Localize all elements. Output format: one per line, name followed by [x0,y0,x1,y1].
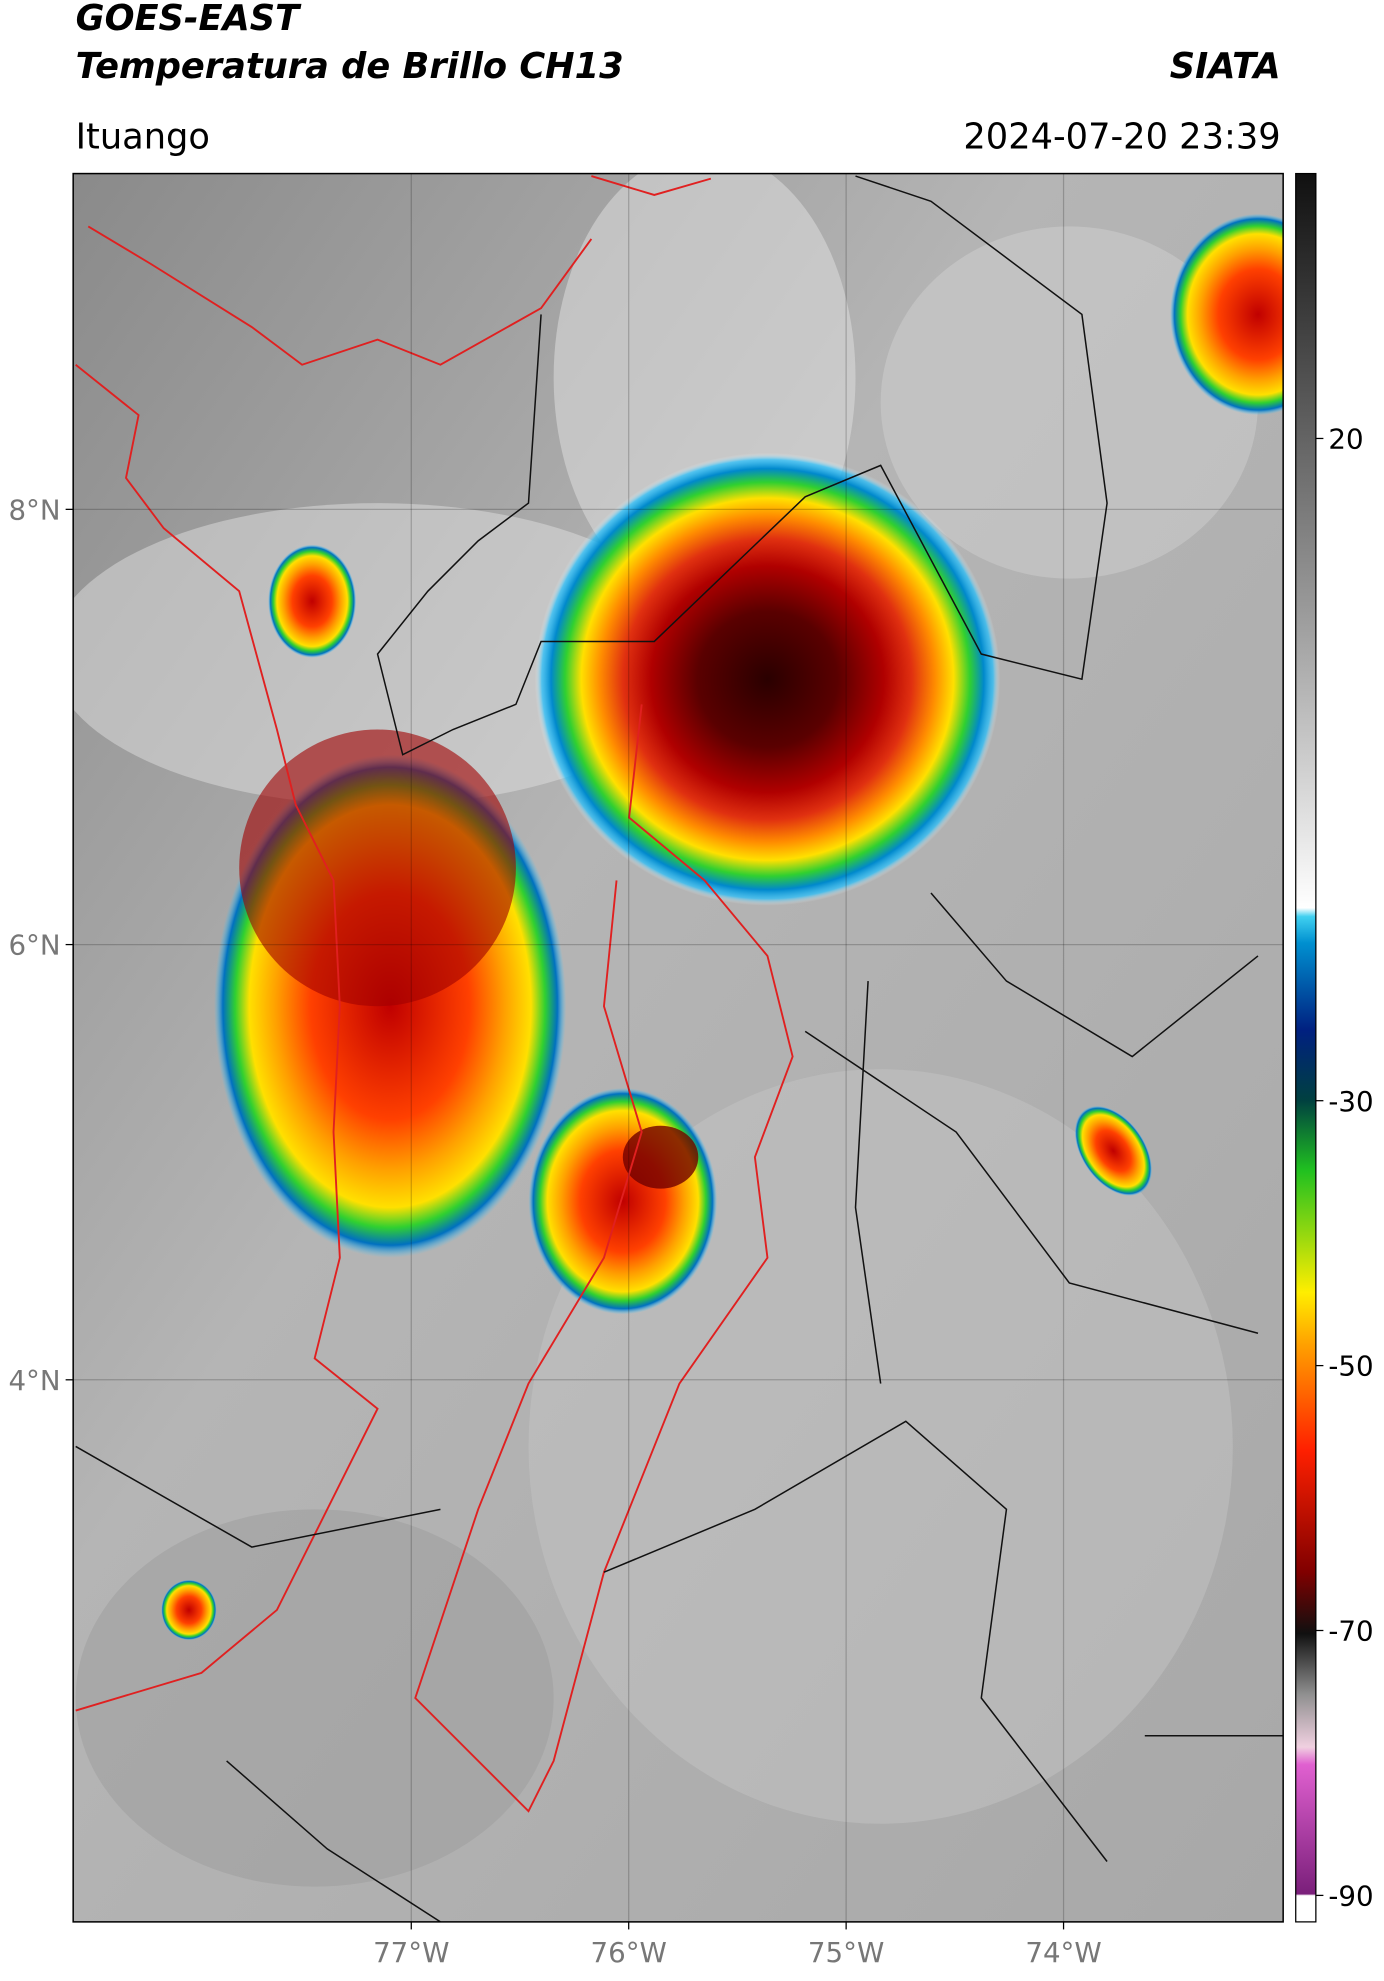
subtitle: Temperatura de Brillo CH13 [76,46,624,87]
colorbar-tick-label: -50 [1328,1350,1373,1383]
grid [73,173,1284,1922]
colorbar-tick-label: -30 [1328,1085,1373,1118]
x-tick-label: 75°W [808,1936,884,1969]
y-tick-label: 6°N [8,929,60,962]
colorbar-tick-label: -90 [1328,1879,1373,1912]
x-tick-label: 77°W [373,1936,449,1969]
colorbar-tick-label: -70 [1328,1615,1373,1648]
map-frame [72,172,1284,1923]
colorbar [1295,172,1317,1923]
colorbar-tick-label: 20 [1328,423,1363,456]
y-tick-label: 4°N [8,1364,60,1397]
y-tick-label: 8°N [8,493,60,526]
datetime: 2024-07-20 23:39 [963,116,1280,157]
x-tick-label: 74°W [1025,1936,1101,1969]
source: SIATA [1170,46,1281,87]
map-image [73,173,1284,1922]
title: GOES-EAST [76,0,302,39]
x-tick-label: 76°W [591,1936,667,1969]
location: Ituango [76,116,210,157]
